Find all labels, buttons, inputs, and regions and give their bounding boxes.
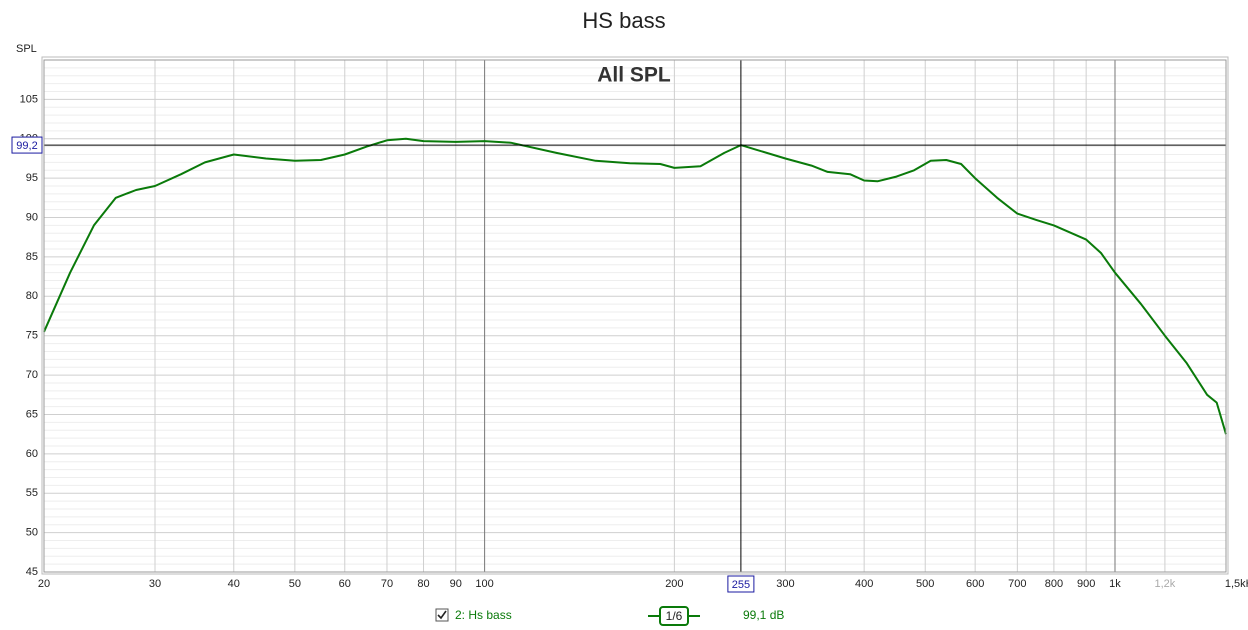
y-tick-label: 90 (26, 211, 38, 223)
x-tick-label: 1,5kHz (1225, 578, 1248, 590)
x-tick-label: 40 (228, 578, 240, 590)
readout: 99,1 dB (743, 608, 784, 622)
cursor-x-box (727, 575, 755, 593)
x-tick-label: 100 (475, 578, 493, 590)
chart-title: HS bass (582, 8, 665, 33)
chart-subtitle: All SPL (597, 64, 671, 87)
smoothing-label: 1/6 (666, 609, 683, 623)
x-tick-label: 50 (289, 578, 301, 590)
response-curve (43, 137, 1227, 435)
x-tick-label: 30 (149, 578, 161, 590)
y-tick-label: 65 (26, 408, 38, 420)
x-tick-label: 200 (665, 578, 683, 590)
x-tick-label: 90 (450, 578, 462, 590)
x-tick-label: 1k (1109, 578, 1121, 590)
plot-background (44, 60, 1226, 572)
smoothing-box[interactable] (659, 606, 689, 626)
x-tick-label: 80 (417, 578, 429, 590)
legend-checkbox[interactable] (435, 608, 449, 622)
cursor-y-box (11, 136, 43, 154)
x-tick-label: 800 (1045, 578, 1063, 590)
y-axis-label: SPL (16, 43, 37, 55)
y-tick-label: 105 (20, 93, 38, 105)
x-tick-label: 500 (916, 578, 934, 590)
legend-label: 2: Hs bass (455, 608, 512, 622)
x-tick-label: 300 (776, 578, 794, 590)
y-tick-label: 55 (26, 487, 38, 499)
y-tick-label: 60 (26, 448, 38, 460)
x-tick-label: 700 (1008, 578, 1026, 590)
x-tick-label: 70 (381, 578, 393, 590)
plot-area: All SPL (41, 56, 1229, 575)
x-tick-label: 20 (38, 578, 50, 590)
y-tick-label: 85 (26, 251, 38, 263)
cursor-x-label: 255 (732, 579, 750, 591)
x-tick-label: 900 (1077, 578, 1095, 590)
y-tick-label: 45 (26, 566, 38, 578)
x-tick-label: 600 (966, 578, 984, 590)
check-mark (437, 610, 447, 620)
x-tick-label: 400 (855, 578, 873, 590)
y-tick-label: 95 (26, 172, 38, 184)
y-tick-label: 70 (26, 369, 38, 381)
x-tick-label: 60 (339, 578, 351, 590)
y-tick-label: 80 (26, 290, 38, 302)
plot-frame (43, 59, 1227, 573)
outer-frame (41, 56, 1229, 575)
cursor-y-label: 99,2 (16, 140, 37, 152)
y-tick-label: 50 (26, 527, 38, 539)
y-tick-label: 75 (26, 330, 38, 342)
x-tick-label: 1,2k (1155, 578, 1176, 590)
